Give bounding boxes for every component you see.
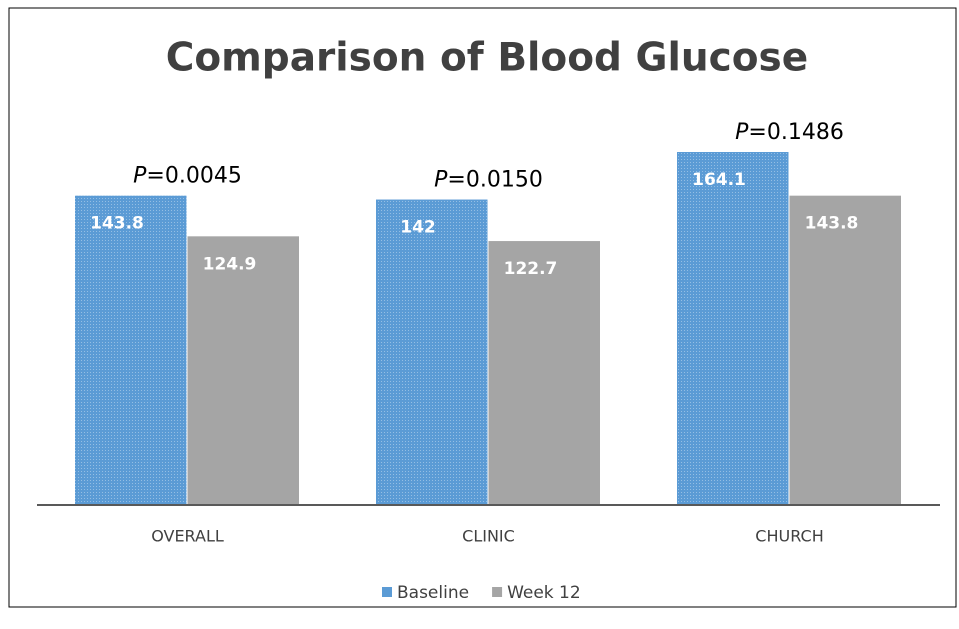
x-tick-label: CLINIC xyxy=(462,527,515,546)
p-italic: P xyxy=(434,168,448,193)
value-label: 122.7 xyxy=(504,259,558,279)
value-label: 142 xyxy=(400,218,436,238)
x-tick-label: OVERALL xyxy=(151,527,224,546)
chart-title: Comparison of Blood Glucose xyxy=(166,36,808,81)
value-label: 143.8 xyxy=(805,214,859,234)
value-label: 143.8 xyxy=(90,214,144,234)
legend-label: Week 12 xyxy=(507,583,581,603)
value-label: 164.1 xyxy=(692,170,746,190)
bar-texture xyxy=(677,152,789,505)
p-rest: =0.1486 xyxy=(748,120,843,145)
legend-swatch xyxy=(492,587,503,597)
p-italic: P xyxy=(133,164,147,189)
p-italic: P xyxy=(735,120,749,145)
bar-texture xyxy=(376,199,488,505)
p-rest: =0.0150 xyxy=(447,168,542,193)
x-tick-label: CHURCH xyxy=(755,527,823,546)
p-rest: =0.0045 xyxy=(146,164,241,189)
legend-swatch xyxy=(382,587,392,597)
p-value-annotation: P=0.1486 xyxy=(735,120,844,145)
legend-label: Baseline xyxy=(397,583,469,603)
bar xyxy=(488,241,600,505)
value-label: 124.9 xyxy=(203,254,257,274)
bar-texture xyxy=(75,195,187,505)
p-value-annotation: P=0.0045 xyxy=(133,164,242,189)
bar xyxy=(187,236,299,505)
p-value-annotation: P=0.0150 xyxy=(434,168,543,193)
bar xyxy=(789,195,901,505)
